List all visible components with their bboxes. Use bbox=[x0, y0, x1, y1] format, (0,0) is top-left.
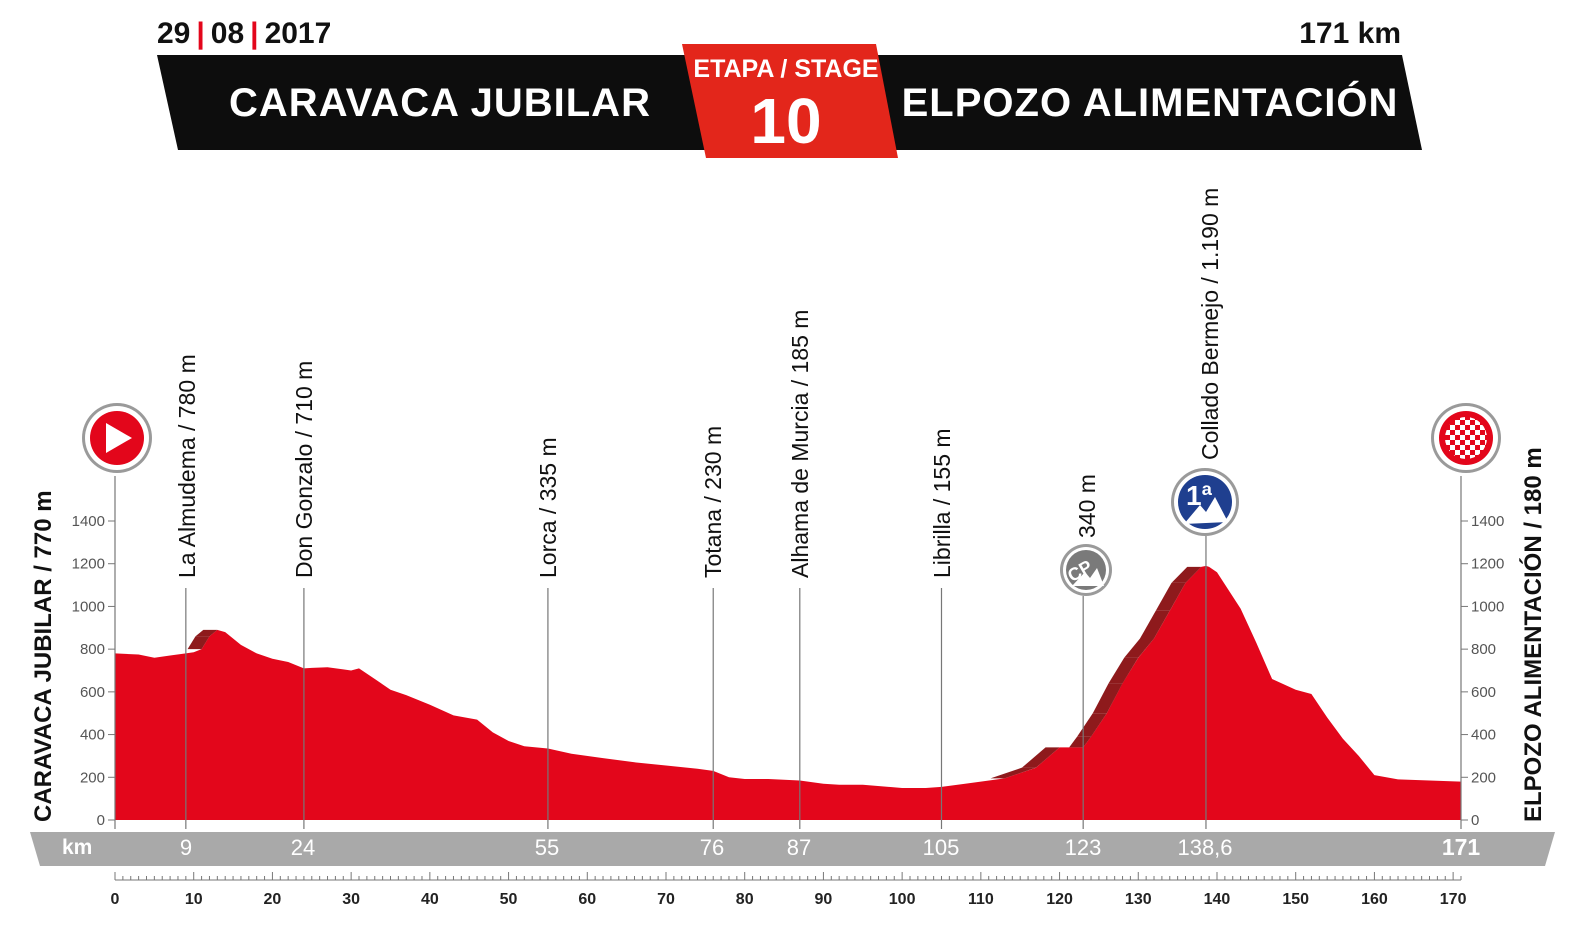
climb-category-text: 1ª bbox=[1186, 480, 1213, 511]
stage-date: 29 | 08 | 2017 bbox=[157, 16, 331, 52]
y-tick-label-left: 800 bbox=[80, 641, 105, 658]
x-tick-label: 10 bbox=[185, 891, 203, 908]
km-band-label: km bbox=[62, 836, 93, 859]
date-month: 08 bbox=[210, 17, 245, 50]
waypoint-label: 340 m bbox=[1074, 474, 1100, 538]
stage-label: ETAPA / STAGE bbox=[693, 55, 879, 83]
stage-badge bbox=[682, 44, 898, 158]
waypoint-label: Don Gonzalo / 710 m bbox=[291, 360, 317, 578]
climb-shading bbox=[1155, 582, 1186, 611]
climb-shading bbox=[1021, 747, 1060, 768]
y-tick-label-right: 1400 bbox=[1471, 513, 1504, 530]
x-tick-label: 70 bbox=[657, 891, 675, 908]
x-tick-label: 170 bbox=[1440, 891, 1467, 908]
km-marker: 123 bbox=[1064, 835, 1102, 860]
km-marker: 55 bbox=[534, 835, 560, 860]
stage-distance: 171 km bbox=[1299, 17, 1401, 50]
date-year: 2017 bbox=[264, 17, 332, 50]
finish-side-label: ELPOZO ALIMENTACIÓN / 180 m bbox=[1520, 447, 1547, 822]
km-marker: 87 bbox=[786, 835, 812, 860]
stage-number: 10 bbox=[750, 85, 822, 157]
y-tick-label-right: 1200 bbox=[1471, 556, 1504, 573]
banner-left bbox=[157, 55, 720, 150]
y-tick-label-right: 200 bbox=[1471, 769, 1496, 786]
climb-shading bbox=[990, 767, 1036, 779]
km-marker: 9 bbox=[179, 835, 193, 860]
climb-shading bbox=[1092, 683, 1123, 714]
banner-right bbox=[860, 55, 1422, 150]
km-marker: 105 bbox=[922, 835, 960, 860]
checkered-flag-icon bbox=[1431, 403, 1501, 473]
waypoint-label: Alhama de Murcia / 185 m bbox=[787, 309, 813, 578]
waypoint-label: Collado Bermejo / 1.190 m bbox=[1197, 187, 1223, 460]
y-tick-label-left: 1200 bbox=[72, 556, 105, 573]
climb-shading bbox=[187, 636, 210, 650]
x-tick-label: 110 bbox=[968, 891, 994, 908]
climb-shading bbox=[1108, 657, 1139, 684]
y-tick-label-right: 0 bbox=[1471, 812, 1479, 829]
climb-shading bbox=[1140, 610, 1170, 639]
waypoint-lines bbox=[185, 536, 1207, 829]
y-tick-label-left: 1000 bbox=[72, 598, 105, 615]
x-tick-label: 40 bbox=[421, 891, 439, 908]
x-tick-label: 120 bbox=[1046, 891, 1073, 908]
x-tick-label: 90 bbox=[815, 891, 833, 908]
y-tick-label-left: 400 bbox=[80, 727, 105, 744]
waypoint-label: Totana / 230 m bbox=[700, 425, 726, 578]
climb-shading bbox=[195, 629, 218, 637]
y-tick-label-right: 800 bbox=[1471, 641, 1496, 658]
date-day: 29 bbox=[157, 17, 191, 50]
x-tick-label: 0 bbox=[111, 891, 120, 908]
x-tick-label: 60 bbox=[578, 891, 596, 908]
finish-city: ELPOZO ALIMENTACIÓN bbox=[901, 81, 1399, 125]
y-tick-label-left: 1400 bbox=[72, 513, 105, 530]
header-banner bbox=[157, 44, 1422, 158]
y-tick-label-left: 600 bbox=[80, 684, 105, 701]
km-band bbox=[30, 832, 1555, 866]
start-city: CARAVACA JUBILAR bbox=[229, 81, 651, 125]
x-tick-label: 50 bbox=[500, 891, 518, 908]
y-tick-label-left: 200 bbox=[80, 769, 105, 786]
date-separator: | bbox=[196, 17, 205, 50]
x-tick-label: 80 bbox=[736, 891, 754, 908]
x-tick-label: 30 bbox=[342, 891, 360, 908]
x-tick-label: 100 bbox=[889, 891, 916, 908]
climb-shading bbox=[1124, 638, 1155, 658]
x-tick-label: 160 bbox=[1361, 891, 1388, 908]
x-tick-label: 130 bbox=[1125, 891, 1152, 908]
waypoint-label: Librilla / 155 m bbox=[929, 428, 955, 578]
y-tick-label-left: 0 bbox=[97, 812, 105, 829]
km-marker: 138,6 bbox=[1177, 835, 1233, 860]
x-tick-label: 150 bbox=[1282, 891, 1309, 908]
waypoint-label: Lorca / 335 m bbox=[535, 437, 561, 578]
climb-shading bbox=[1077, 713, 1107, 737]
category-1-climb-icon: 1ª bbox=[1171, 468, 1239, 536]
climb-shading bbox=[1171, 566, 1202, 583]
elevation-area bbox=[115, 565, 1461, 820]
x-tick-label: 140 bbox=[1204, 891, 1231, 908]
km-final-marker: 171 bbox=[1441, 834, 1481, 860]
start-side-label: CARAVACA JUBILAR / 770 m bbox=[30, 490, 57, 822]
play-icon bbox=[82, 403, 152, 473]
x-tick-label: 20 bbox=[264, 891, 282, 908]
y-tick-label-right: 1000 bbox=[1471, 598, 1504, 615]
sprint-cp-icon: CP bbox=[1060, 544, 1112, 596]
y-tick-label-right: 400 bbox=[1471, 727, 1496, 744]
date-separator: | bbox=[250, 17, 259, 50]
waypoint-label: La Almudema / 780 m bbox=[174, 354, 200, 578]
profile-layer bbox=[115, 565, 1461, 820]
km-marker: 76 bbox=[699, 835, 725, 860]
km-marker: 24 bbox=[290, 835, 316, 860]
climb-shading bbox=[1069, 736, 1092, 748]
y-tick-label-right: 600 bbox=[1471, 684, 1496, 701]
